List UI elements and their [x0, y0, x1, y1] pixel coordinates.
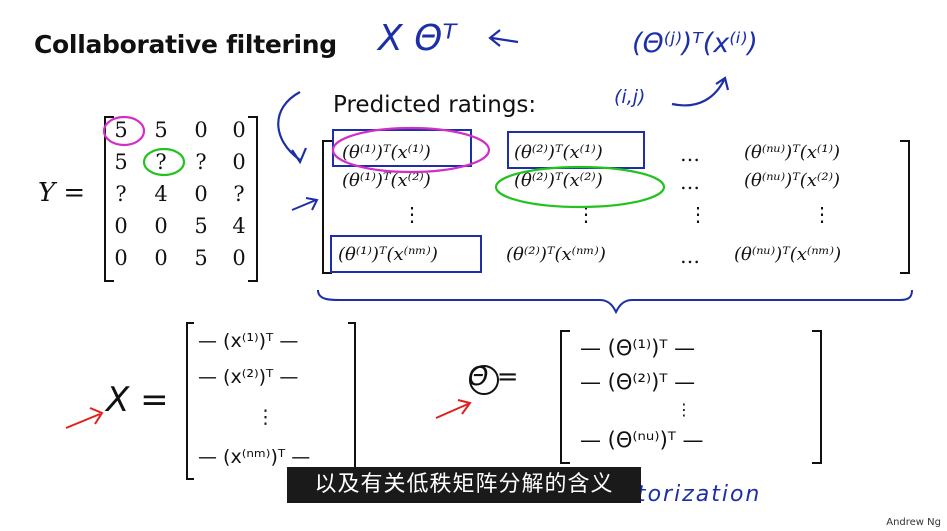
- video-subtitle: 以及有关低秩矩阵分解的含义: [287, 467, 641, 503]
- pred-cell: (θ⁽ⁿᵘ⁾)ᵀ(x⁽¹⁾): [744, 142, 841, 163]
- y-cell: 0: [232, 246, 246, 270]
- y-cell: 0: [114, 246, 128, 270]
- pred-cell: (θ⁽¹⁾)ᵀ(x⁽²⁾): [342, 170, 431, 191]
- x-row: — (x⁽¹⁾)ᵀ —: [198, 330, 299, 352]
- pred-cell: (θ⁽ⁿᵘ⁾)ᵀ(x⁽ⁿᵐ⁾): [734, 244, 842, 265]
- y-cell: ?: [233, 182, 245, 206]
- theta-row: — (Θ⁽²⁾)ᵀ —: [580, 370, 696, 394]
- handwritten-x-label: X =: [106, 380, 169, 420]
- pred-hdots: …: [680, 244, 700, 268]
- predicted-ratings-matrix: (θ⁽¹⁾)ᵀ(x⁽¹⁾) (θ⁽²⁾)ᵀ(x⁽¹⁾) … (θ⁽ⁿᵘ⁾)ᵀ(x…: [322, 140, 910, 274]
- handwritten-x-theta-transpose: X Θᵀ: [378, 18, 457, 59]
- y-matrix: 5 5 0 0 5 ? ? 0 ? 4 0 ? 0 0 5 4 0 0 5 0: [100, 116, 260, 282]
- slide-title: Collaborative filtering: [34, 30, 337, 59]
- y-cell: 0: [232, 118, 246, 142]
- theta-row: — (Θ⁽¹⁾)ᵀ —: [580, 336, 696, 360]
- pred-cell: (θ⁽²⁾)ᵀ(x⁽¹⁾): [514, 142, 603, 163]
- y-cell: 0: [232, 150, 246, 174]
- y-cell: 0: [194, 118, 208, 142]
- y-cell: 5: [194, 214, 208, 238]
- theta-row: ⋮: [676, 400, 692, 419]
- pred-vdots: ⋮: [812, 202, 832, 226]
- handwritten-theta-label: Θ =: [468, 362, 519, 392]
- pred-cell: (θ⁽²⁾)ᵀ(x⁽²⁾): [514, 170, 603, 191]
- pred-cell: (θ⁽¹⁾)ᵀ(x⁽¹⁾): [342, 142, 431, 163]
- y-cell: ?: [195, 150, 207, 174]
- y-cell: 5: [114, 118, 128, 142]
- author-credit: Andrew Ng: [886, 517, 941, 528]
- y-cell: ?: [115, 182, 127, 206]
- handwritten-ij-note: (i,j): [614, 86, 646, 108]
- pred-vdots: ⋮: [402, 202, 422, 226]
- y-cell: 4: [232, 214, 246, 238]
- y-cell: 0: [194, 182, 208, 206]
- pred-vdots: ⋮: [688, 202, 708, 226]
- y-cell: 0: [154, 214, 168, 238]
- x-row: — (x⁽ⁿᵐ⁾)ᵀ —: [198, 446, 311, 468]
- pred-hdots: …: [680, 170, 700, 194]
- y-cell: ?: [155, 150, 167, 174]
- pred-hdots: …: [680, 142, 700, 166]
- x-row: — (x⁽²⁾)ᵀ —: [198, 366, 299, 388]
- y-matrix-label: Y =: [38, 178, 86, 208]
- y-cell: 5: [114, 150, 128, 174]
- pred-cell: (θ⁽¹⁾)ᵀ(x⁽ⁿᵐ⁾): [338, 244, 438, 265]
- x-row: ⋮: [256, 406, 275, 428]
- y-cell: 4: [154, 182, 168, 206]
- handwritten-theta-x-product: (Θ⁽ʲ⁾)ᵀ(x⁽ⁱ⁾): [632, 28, 758, 59]
- pred-cell: (θ⁽²⁾)ᵀ(x⁽ⁿᵐ⁾): [506, 244, 606, 265]
- theta-row: — (Θ⁽ⁿᵘ⁾)ᵀ —: [580, 428, 704, 452]
- handwritten-theta-matrix: — (Θ⁽¹⁾)ᵀ — — (Θ⁽²⁾)ᵀ — ⋮ — (Θ⁽ⁿᵘ⁾)ᵀ —: [560, 330, 822, 464]
- pred-cell: (θ⁽ⁿᵘ⁾)ᵀ(x⁽²⁾): [744, 170, 841, 191]
- y-cell: 5: [194, 246, 208, 270]
- y-cell: 0: [154, 246, 168, 270]
- predicted-ratings-title: Predicted ratings:: [333, 92, 537, 118]
- y-cell: 5: [154, 118, 168, 142]
- y-cell: 0: [114, 214, 128, 238]
- handwritten-x-matrix: — (x⁽¹⁾)ᵀ — — (x⁽²⁾)ᵀ — ⋮ — (x⁽ⁿᵐ⁾)ᵀ —: [186, 322, 356, 480]
